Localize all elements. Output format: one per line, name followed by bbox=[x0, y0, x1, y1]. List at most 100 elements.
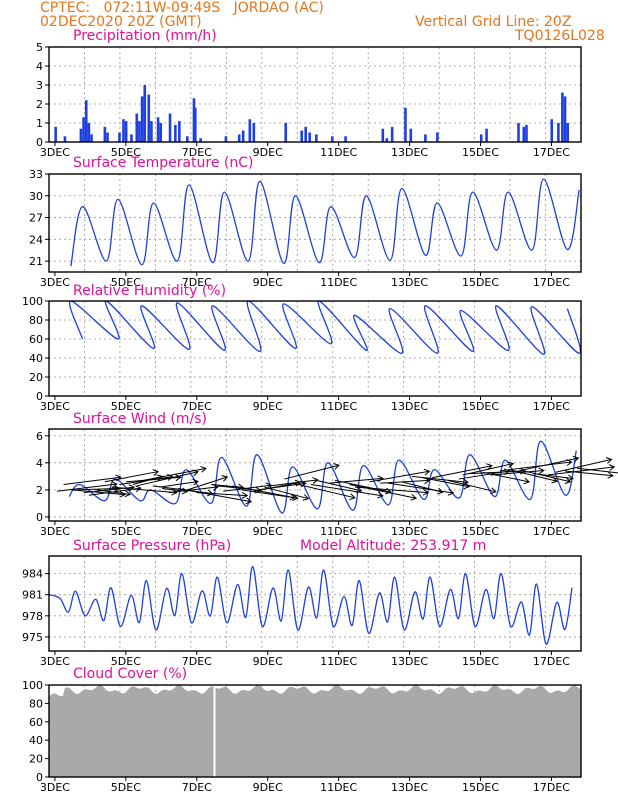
x-tick-label: 9DEC bbox=[253, 276, 283, 289]
precip-bar bbox=[159, 123, 163, 142]
wind-arrow-head bbox=[221, 475, 229, 482]
wind-arrow-head bbox=[422, 488, 430, 496]
x-tick-label: 15DEC bbox=[462, 525, 499, 538]
precip-bar bbox=[237, 134, 241, 142]
x-tick-label: 3DEC bbox=[40, 400, 70, 413]
x-tick-label: 5DEC bbox=[111, 525, 141, 538]
wind-arrow-head bbox=[564, 477, 572, 485]
precip-bar bbox=[300, 130, 303, 142]
x-tick-label: 5DEC bbox=[111, 781, 141, 794]
y-tick-label: 5 bbox=[36, 41, 43, 54]
precip-bar bbox=[130, 134, 133, 142]
precip-bar bbox=[522, 126, 526, 142]
y-tick-label: 978 bbox=[22, 610, 43, 623]
wind-arrow-head bbox=[447, 488, 455, 496]
y-tick-label: 80 bbox=[29, 697, 43, 710]
wind-arrow bbox=[482, 471, 530, 483]
x-tick-label: 7DEC bbox=[182, 400, 212, 413]
wind-arrow-head bbox=[463, 482, 471, 490]
panel-title: Relative Humidity (%) bbox=[73, 283, 226, 299]
x-tick-label: 3DEC bbox=[40, 781, 70, 794]
wind-arrow bbox=[241, 489, 298, 499]
y-tick-label: 984 bbox=[22, 568, 43, 581]
wind-arrow-head bbox=[152, 469, 160, 476]
y-tick-label: 0 bbox=[36, 136, 43, 149]
x-tick-label: 3DEC bbox=[40, 146, 70, 159]
wind-arrow-head bbox=[241, 491, 249, 499]
x-tick-label: 15DEC bbox=[462, 276, 499, 289]
precip-bar bbox=[550, 119, 554, 142]
x-tick-label: 13DEC bbox=[391, 655, 428, 668]
wind-arrow-head bbox=[377, 475, 384, 483]
y-tick-label: 1 bbox=[36, 117, 43, 130]
wind-arrow-head bbox=[423, 468, 431, 476]
precip-bar bbox=[138, 121, 141, 142]
precip-bar bbox=[566, 123, 569, 142]
x-tick-label: 7DEC bbox=[182, 525, 212, 538]
precip-bar bbox=[174, 124, 177, 142]
precip-bar bbox=[557, 123, 560, 142]
y-tick-label: 20 bbox=[29, 753, 43, 766]
wind-arrow-head bbox=[124, 490, 132, 498]
precip-bar bbox=[135, 113, 139, 142]
x-tick-label: 9DEC bbox=[253, 655, 283, 668]
panel-frame bbox=[48, 173, 582, 273]
y-tick-label: 40 bbox=[29, 352, 43, 365]
wind-arrow-head bbox=[490, 487, 497, 495]
y-tick-label: 33 bbox=[29, 168, 43, 181]
x-tick-label: 11DEC bbox=[320, 276, 357, 289]
wind-arrow bbox=[490, 470, 544, 476]
wind-arrow bbox=[159, 480, 199, 488]
wind-arrow-head bbox=[349, 493, 356, 501]
y-tick-label: 60 bbox=[29, 716, 43, 729]
x-tick-label: 13DEC bbox=[391, 400, 428, 413]
wind-arrow bbox=[63, 476, 121, 485]
wind-arrow-head bbox=[119, 490, 126, 498]
wind-arrow-head bbox=[245, 497, 253, 505]
wind-arrow bbox=[269, 479, 318, 487]
y-tick-label: 80 bbox=[29, 314, 43, 327]
wind-arrow bbox=[388, 482, 454, 494]
precip-bar bbox=[84, 100, 88, 142]
y-tick-label: 30 bbox=[29, 190, 43, 203]
wind-arrow bbox=[104, 471, 159, 483]
precip-bar bbox=[404, 107, 407, 142]
y-tick-label: 20 bbox=[29, 371, 43, 384]
wind-arrow bbox=[168, 486, 218, 494]
precip-bar bbox=[525, 124, 528, 142]
wind-arrow bbox=[196, 492, 248, 497]
series-line bbox=[68, 440, 577, 514]
x-tick-label: 5DEC bbox=[111, 276, 141, 289]
y-tick-label: 3 bbox=[36, 79, 43, 92]
wind-arrow-head bbox=[312, 477, 319, 484]
x-tick-label: 9DEC bbox=[253, 400, 283, 413]
wind-arrow-head bbox=[572, 455, 580, 463]
precip-bar bbox=[103, 126, 107, 142]
panel-title: Surface Temperature (nC) bbox=[73, 155, 254, 171]
wind-arrow bbox=[576, 467, 618, 474]
x-tick-label: 13DEC bbox=[391, 276, 428, 289]
precip-bar bbox=[79, 128, 83, 142]
precip-bar bbox=[82, 117, 85, 142]
series-line bbox=[70, 178, 580, 267]
panel-frame bbox=[48, 555, 582, 652]
wind-arrow-head bbox=[175, 474, 182, 482]
x-tick-label: 11DEC bbox=[320, 400, 357, 413]
wind-arrow-head bbox=[200, 465, 207, 473]
wind-arrow bbox=[422, 477, 470, 488]
wind-arrow-head bbox=[608, 464, 616, 471]
x-tick-label: 17DEC bbox=[533, 276, 570, 289]
wind-arrow bbox=[56, 483, 117, 492]
precip-bar bbox=[381, 128, 385, 142]
panel-frame bbox=[48, 46, 582, 143]
wind-arrow-head bbox=[567, 474, 574, 482]
wind-arrow bbox=[412, 475, 469, 483]
y-tick-label: 6 bbox=[36, 430, 43, 443]
wind-arrow bbox=[354, 486, 429, 494]
precip-bar bbox=[124, 121, 128, 142]
precip-bar bbox=[436, 132, 439, 142]
precip-bar bbox=[63, 136, 67, 142]
wind-arrow bbox=[71, 489, 125, 496]
panel-title: Cloud Cover (%) bbox=[73, 666, 187, 682]
